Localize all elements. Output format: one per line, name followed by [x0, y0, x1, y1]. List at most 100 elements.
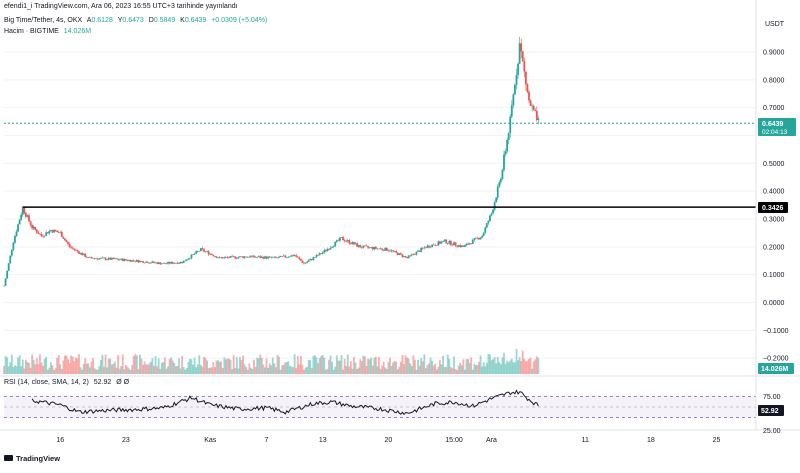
candle-body — [235, 258, 238, 259]
volume-bar — [181, 356, 184, 374]
candle-body — [503, 154, 505, 170]
candle-body — [320, 253, 323, 254]
volume-bar — [314, 355, 316, 374]
candle-body — [318, 253, 321, 256]
candle-body — [51, 230, 54, 233]
candle-body — [39, 233, 41, 235]
candle-body — [179, 261, 182, 263]
candle-body — [20, 214, 23, 220]
candle-body — [409, 255, 412, 256]
volume-bar — [79, 367, 82, 374]
candle-body — [139, 260, 141, 263]
candle-body — [128, 260, 130, 261]
candle-body — [346, 240, 349, 242]
volume-bar — [164, 357, 166, 374]
candle-body — [195, 251, 198, 254]
price-tick-label: 0.7000 — [763, 105, 785, 112]
candle-body — [181, 261, 184, 264]
candle-body — [356, 243, 359, 247]
candle-body — [140, 260, 143, 262]
volume-bar — [32, 359, 35, 374]
legend-open: 0.6128 — [91, 17, 113, 24]
candle-body — [190, 254, 193, 259]
volume-bar — [517, 360, 519, 374]
candle-body — [531, 105, 534, 107]
volume-bar — [351, 368, 354, 374]
volume-bar — [423, 354, 426, 374]
volume-bar — [118, 368, 121, 374]
candle-body — [303, 262, 305, 264]
volume-bar — [146, 364, 149, 374]
candle-body — [534, 110, 537, 111]
volume-bar — [78, 354, 80, 374]
candle-body — [12, 242, 15, 250]
candle-body — [246, 256, 249, 258]
volume-bar — [204, 357, 207, 374]
volume-bar — [420, 358, 423, 374]
volume-bar — [217, 360, 219, 374]
volume-bar — [12, 366, 15, 374]
volume-bar — [453, 356, 455, 374]
candle-body — [110, 257, 113, 260]
candle-body — [276, 257, 279, 259]
candle-body — [448, 240, 451, 244]
volume-bar — [354, 362, 357, 374]
candle-body — [404, 256, 407, 258]
candle-body — [45, 232, 48, 236]
candle-body — [79, 252, 82, 254]
candle-body — [118, 259, 121, 261]
volume-bar — [81, 369, 84, 374]
rsi-legend-title[interactable]: RSI (14, close, SMA, 14, 2) — [4, 379, 89, 386]
candle-body — [429, 247, 432, 248]
candle-body — [442, 240, 444, 242]
candle-body — [112, 257, 115, 260]
price-axis[interactable]: 0.9000 0.8000 0.7000 0.5000 0.4000 0.3000 0.20… — [763, 50, 789, 363]
volume-bar — [262, 364, 265, 374]
volume-bar — [232, 355, 235, 374]
volume-bar — [328, 359, 330, 374]
candle-body — [143, 262, 146, 264]
candle-body — [53, 229, 55, 233]
candle-body — [224, 257, 227, 258]
volume-bar — [221, 368, 224, 374]
candle-body — [310, 258, 313, 260]
candle-body — [518, 43, 521, 64]
volume-bar — [404, 355, 407, 374]
candle-body — [193, 253, 196, 255]
candle-body — [326, 249, 329, 251]
candle-body — [476, 237, 479, 239]
time-axis[interactable]: 16 23 Kas 7 13 20 15:00 Ara 11 18 25 — [56, 437, 720, 444]
volume-bar — [401, 355, 404, 374]
volume-bar — [76, 358, 79, 374]
candle-body — [43, 235, 46, 237]
volume-legend-title[interactable]: Hacim · BIGTIME — [4, 28, 59, 35]
candle-body — [10, 249, 13, 256]
candle-body — [212, 254, 215, 257]
candle-body — [67, 242, 69, 244]
volume-bar — [509, 360, 512, 374]
candle-body — [492, 209, 494, 214]
volume-bar — [65, 355, 68, 374]
candle-body — [232, 256, 235, 257]
candle-body — [423, 247, 426, 249]
candle-body — [192, 254, 194, 255]
volume-bar — [407, 358, 410, 374]
candle-body — [381, 248, 384, 250]
volume-bar — [14, 365, 16, 374]
candle-body — [439, 241, 441, 244]
volume-bar — [104, 354, 107, 374]
volume-bar — [228, 358, 230, 374]
volume-bar — [93, 368, 96, 374]
candle-body — [239, 256, 241, 258]
candle-body — [7, 263, 10, 271]
tradingview-logo[interactable]: TradingView — [4, 454, 60, 463]
candle-body — [124, 259, 127, 261]
legend-symbol[interactable]: Big Time/Tether, 4s, OKX — [4, 17, 83, 24]
candle-body — [40, 233, 43, 236]
price-tick-label: 0.2000 — [763, 244, 785, 251]
countdown-label: 02:04:13 — [762, 129, 788, 136]
candle-body — [57, 232, 60, 233]
volume-bar — [392, 362, 394, 374]
legend-low-label: D — [148, 17, 154, 24]
